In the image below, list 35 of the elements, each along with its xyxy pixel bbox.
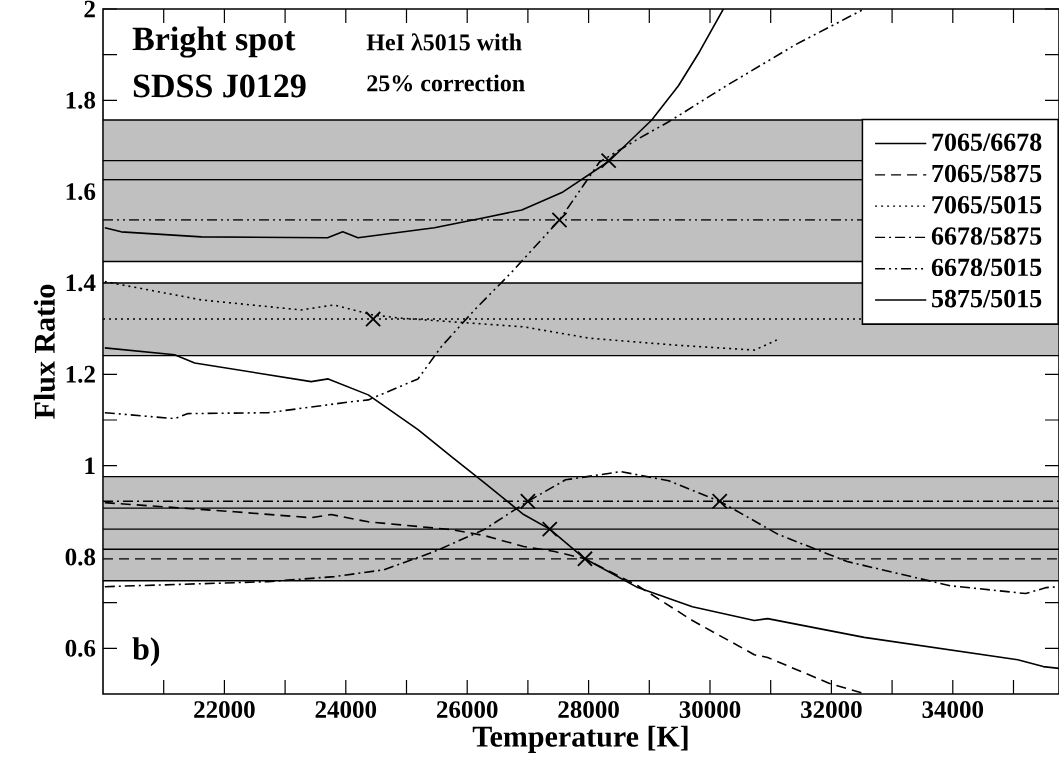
annotation: b) [132, 637, 160, 667]
legend-label: 6678/5875 [931, 227, 1042, 245]
y-tick-label: 1.2 [66, 365, 95, 383]
x-tick-label: 22000 [194, 701, 255, 718]
legend-label: 5875/5015 [932, 289, 1042, 308]
y-tick-label: 1.4 [66, 274, 96, 292]
x-axis-title: Temperature [K] [472, 725, 688, 753]
y-tick-label: 0.6 [65, 639, 96, 657]
annotation: HeI λ5015 with [366, 33, 522, 51]
legend-label: 7065/5875 [932, 164, 1042, 183]
annotation: SDSS J0129 [133, 74, 306, 98]
x-tick-label: 28000 [558, 701, 619, 718]
point [711, 493, 728, 510]
y-tick-label: 1.6 [66, 183, 96, 201]
point [576, 550, 593, 567]
annotation: Bright spot [132, 26, 296, 58]
point [551, 212, 568, 228]
x-tick-label: 24000 [315, 701, 377, 718]
point [541, 521, 558, 538]
x-tick-label: 30000 [679, 701, 741, 718]
x-tick-label: 26000 [436, 701, 498, 718]
legend-label: 6678/5015 [931, 258, 1042, 277]
y-tick-label: 1 [85, 457, 95, 474]
annotation: 25% correction [367, 74, 525, 92]
point [600, 152, 617, 169]
point [519, 493, 536, 510]
x-tick-label: 32000 [801, 701, 862, 718]
point [365, 311, 382, 328]
y-tick-label: 2 [84, 0, 95, 18]
y-axis-title: Flux Ratio [33, 284, 55, 419]
y-tick-label: 1.8 [66, 91, 96, 109]
legend-label: 7065/6678 [932, 133, 1042, 151]
x-tick-label: 34000 [922, 701, 984, 718]
y-tick-label: 0.8 [65, 548, 96, 566]
legend-label: 7065/5015 [932, 195, 1042, 214]
